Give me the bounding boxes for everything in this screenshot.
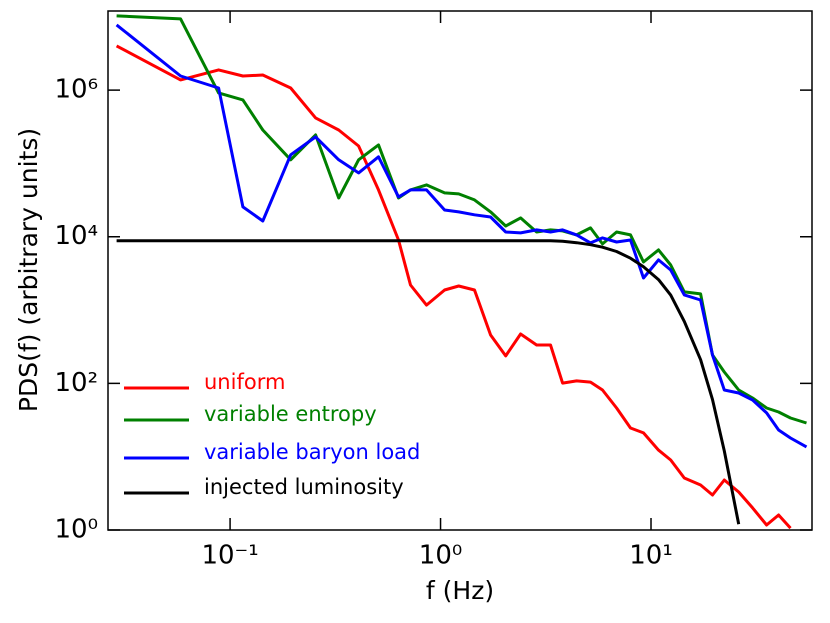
legend-label: variable baryon load bbox=[204, 440, 420, 464]
x-tick-label: 10⁰ bbox=[419, 541, 463, 571]
y-axis-label: PDS(f) (arbitrary units) bbox=[14, 128, 43, 412]
series-line bbox=[115, 23, 808, 449]
series-line bbox=[116, 239, 741, 525]
y-tick-label: 10⁰ bbox=[54, 515, 98, 545]
legend-label: injected luminosity bbox=[204, 475, 404, 499]
y-tick-label: 10⁶ bbox=[54, 75, 98, 105]
x-axis-label: f (Hz) bbox=[426, 576, 494, 605]
series-line bbox=[116, 14, 807, 425]
y-tick-label: 10⁴ bbox=[54, 221, 98, 251]
x-tick-label: 10¹ bbox=[629, 541, 673, 571]
plot-area bbox=[115, 14, 808, 530]
legend-label: uniform bbox=[204, 370, 285, 394]
series-line bbox=[115, 44, 792, 530]
axes-frame bbox=[107, 10, 813, 531]
y-tick-label: 10² bbox=[54, 368, 98, 398]
x-tick-label: 10⁻¹ bbox=[201, 541, 258, 571]
legend-label: variable entropy bbox=[204, 402, 377, 426]
